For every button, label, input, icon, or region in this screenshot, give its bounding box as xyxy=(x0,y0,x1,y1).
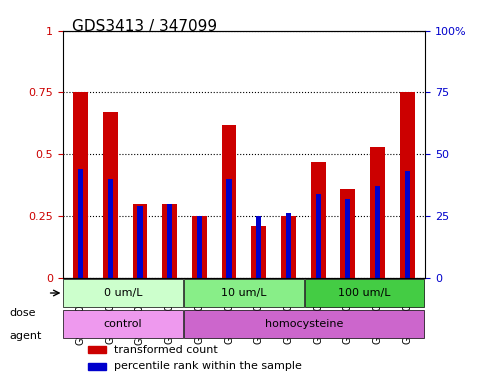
Text: transformed count: transformed count xyxy=(114,345,217,355)
FancyBboxPatch shape xyxy=(305,279,425,307)
Bar xyxy=(222,124,237,278)
Bar xyxy=(162,204,177,278)
Text: GDS3413 / 347099: GDS3413 / 347099 xyxy=(72,19,217,34)
Text: dose: dose xyxy=(10,308,36,318)
Bar xyxy=(192,216,207,278)
Bar xyxy=(315,194,321,278)
Bar xyxy=(88,362,106,370)
Bar xyxy=(103,112,118,278)
FancyBboxPatch shape xyxy=(63,279,183,307)
Bar xyxy=(73,93,88,278)
Bar xyxy=(405,171,410,278)
Bar xyxy=(227,179,232,278)
FancyBboxPatch shape xyxy=(184,310,425,338)
Bar xyxy=(400,93,414,278)
Text: 100 um/L: 100 um/L xyxy=(339,288,391,298)
Text: agent: agent xyxy=(10,331,42,341)
Text: homocysteine: homocysteine xyxy=(265,319,343,329)
FancyBboxPatch shape xyxy=(184,279,304,307)
Bar xyxy=(197,216,202,278)
Bar xyxy=(167,204,172,278)
Bar xyxy=(132,204,147,278)
Bar xyxy=(108,179,113,278)
Bar xyxy=(78,169,83,278)
Bar xyxy=(370,147,385,278)
Bar xyxy=(256,216,261,278)
Bar xyxy=(375,186,380,278)
Text: control: control xyxy=(104,319,142,329)
Bar xyxy=(311,162,326,278)
Bar xyxy=(251,226,266,278)
FancyBboxPatch shape xyxy=(63,310,183,338)
Bar xyxy=(345,199,351,278)
Bar xyxy=(281,216,296,278)
Text: 0 um/L: 0 um/L xyxy=(104,288,142,298)
Bar xyxy=(88,346,106,353)
Text: 10 um/L: 10 um/L xyxy=(221,288,267,298)
Text: percentile rank within the sample: percentile rank within the sample xyxy=(114,361,301,371)
Bar xyxy=(286,214,291,278)
Bar xyxy=(137,206,142,278)
Bar xyxy=(341,189,355,278)
